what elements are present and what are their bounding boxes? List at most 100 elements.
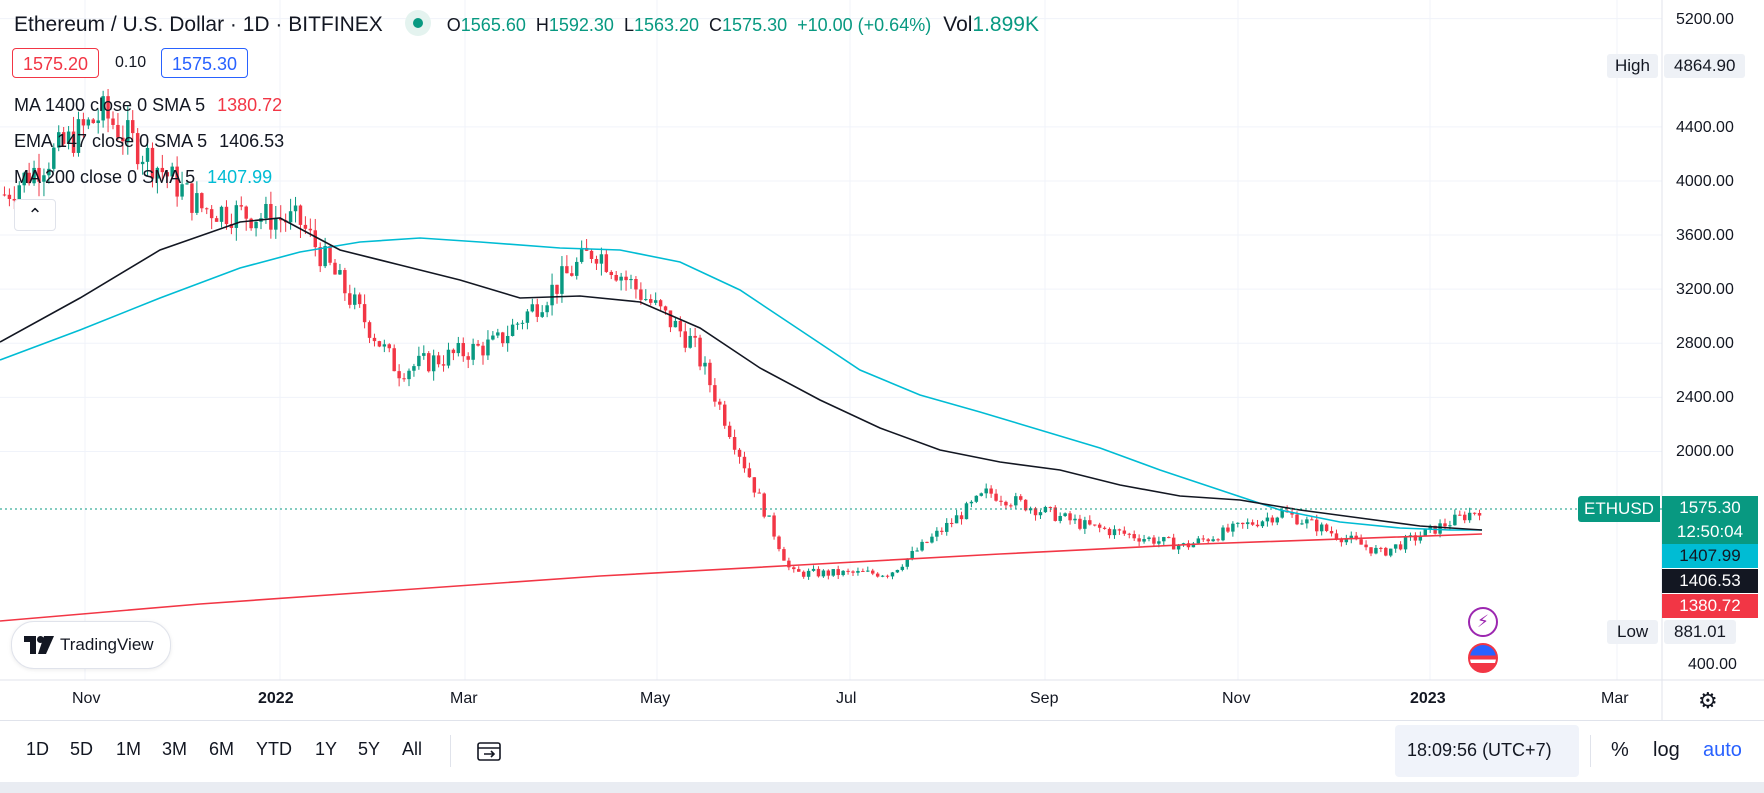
calendar-range-icon[interactable] — [476, 738, 502, 764]
candle-body — [851, 571, 855, 573]
indicator-ema147[interactable]: EMA 147 close 0 SMA 5 1406.53 — [14, 131, 284, 152]
chart-settings-gear-icon[interactable]: ⚙ — [1698, 688, 1718, 713]
candle-body — [1167, 537, 1171, 539]
candle-body — [466, 356, 470, 360]
candle-body — [1379, 547, 1383, 549]
candle-body — [1038, 512, 1043, 516]
candle-body — [1359, 539, 1363, 545]
symbol-price-tag: ETHUSD — [1578, 496, 1660, 522]
candle-body — [348, 293, 352, 305]
spread-value: 0.10 — [115, 54, 147, 71]
price-tick: 4400.00 — [1676, 119, 1734, 136]
indicator-ma200[interactable]: MA 200 close 0 SMA 5 1407.99 — [14, 167, 272, 188]
ohlc-close: C1575.30 — [709, 15, 788, 35]
candle-body — [205, 208, 209, 210]
us-flag-event-icon[interactable] — [1468, 643, 1498, 673]
buy-price-button[interactable]: 1575.30 — [161, 48, 249, 78]
ma200-price-tag: 1407.99 — [1662, 544, 1758, 568]
candle-body — [121, 137, 125, 142]
candle-body — [920, 541, 924, 551]
candle-body — [1389, 548, 1393, 556]
candle-body — [1211, 539, 1215, 542]
candle-body — [402, 378, 406, 380]
candle-body — [954, 515, 959, 524]
candle-body — [1280, 510, 1284, 518]
candle-body — [357, 294, 362, 305]
symbol-legend: Ethereum / U.S. Dollar · 1D · BITFINEX O1… — [14, 10, 1039, 37]
range-button-1m[interactable]: 1M — [116, 739, 142, 759]
log-scale-toggle[interactable]: log — [1653, 739, 1680, 761]
candle-body — [856, 570, 860, 573]
timezone-clock[interactable]: 18:09:56 (UTC+7) — [1395, 725, 1579, 777]
candle-body — [1142, 539, 1146, 542]
indicator-ma1400[interactable]: MA 1400 close 0 SMA 5 1380.72 — [14, 95, 282, 116]
candle-body — [861, 570, 865, 572]
collapse-legend-button[interactable]: ⌃ — [14, 199, 56, 231]
candle-body — [1093, 524, 1097, 526]
candle-body — [254, 221, 258, 229]
candle-body — [999, 500, 1003, 502]
candle-body — [1369, 547, 1373, 554]
candle-body — [1319, 524, 1324, 532]
candle-body — [673, 320, 678, 328]
candle-body — [61, 132, 66, 144]
candle-body — [471, 343, 475, 360]
candle-body — [476, 343, 480, 346]
range-button-1d[interactable]: 1D — [26, 739, 50, 759]
candle-body — [427, 353, 431, 372]
candle-body — [713, 385, 717, 402]
range-button-5y[interactable]: 5Y — [358, 739, 381, 759]
candle-body — [994, 493, 998, 501]
candle-body — [1398, 544, 1403, 550]
candle-body — [1078, 518, 1082, 529]
candle-body — [644, 299, 648, 301]
candle-body — [446, 349, 451, 366]
candle-body — [515, 323, 520, 325]
candle-body — [540, 312, 544, 317]
range-button-ytd[interactable]: YTD — [256, 739, 292, 759]
range-button-5d[interactable]: 5D — [70, 739, 94, 759]
candle-body — [550, 284, 554, 306]
range-button-3m[interactable]: 3M — [162, 739, 188, 759]
percent-scale-toggle[interactable]: % — [1611, 739, 1629, 761]
market-open-indicator-icon[interactable] — [404, 10, 431, 36]
time-tick: 2023 — [1410, 690, 1446, 707]
range-button-6m[interactable]: 6M — [209, 739, 235, 759]
candle-body — [491, 335, 495, 340]
candle-body — [535, 304, 539, 317]
candle-body — [17, 185, 21, 201]
candle-body — [1196, 538, 1201, 544]
candle-body — [1344, 538, 1349, 543]
candle-body — [1403, 536, 1408, 550]
ohlc-high: H1592.30 — [535, 15, 614, 35]
candle-body — [1255, 524, 1260, 527]
candle-body — [989, 488, 993, 494]
lightning-event-icon[interactable]: ⚡ — [1468, 607, 1498, 637]
candle-body — [1137, 538, 1141, 542]
candle-body — [2, 194, 7, 196]
time-tick: 2022 — [258, 690, 294, 707]
candle-body — [47, 168, 51, 176]
auto-scale-toggle[interactable]: auto — [1703, 739, 1742, 761]
sell-price-button[interactable]: 1575.20 — [12, 48, 100, 78]
tradingview-logo[interactable]: TradingView — [11, 621, 171, 669]
tradingview-logo-text: TradingView — [60, 635, 154, 654]
candle-body — [880, 575, 885, 577]
candle-body — [1467, 512, 1472, 521]
candle-body — [718, 401, 722, 405]
candle-body — [762, 493, 766, 517]
time-tick: Nov — [1222, 690, 1251, 707]
candle-body — [1014, 496, 1018, 506]
candle-body — [1083, 520, 1087, 529]
candle-body — [239, 205, 243, 207]
symbol-title[interactable]: Ethereum / U.S. Dollar · 1D · BITFINEX — [14, 13, 383, 36]
candle-body — [1241, 522, 1245, 525]
candle-body — [727, 425, 732, 438]
candle-body — [846, 570, 850, 572]
candle-body — [1324, 524, 1329, 531]
candle-body — [723, 404, 727, 426]
range-button-all[interactable]: All — [402, 739, 423, 759]
range-button-1y[interactable]: 1Y — [315, 739, 338, 759]
candle-body — [649, 299, 653, 303]
